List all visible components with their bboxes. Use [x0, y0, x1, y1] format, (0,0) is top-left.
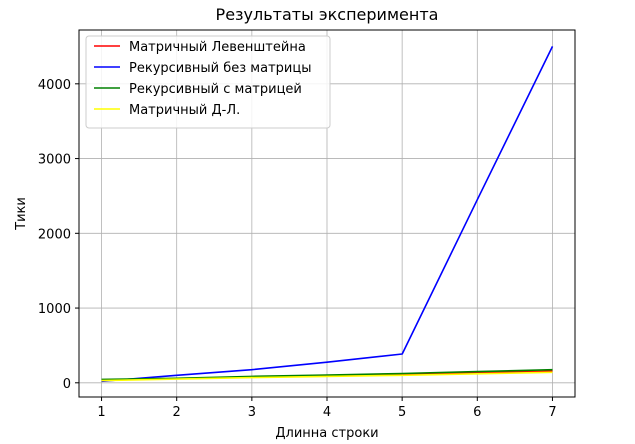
legend: Матричный Левенштейна Рекурсивный без мат…: [85, 35, 331, 129]
legend-box: [85, 35, 331, 129]
x-tick-label: 3: [248, 405, 256, 420]
axis-ticks: 1 2 3 4 5 6 7 0 1000 2000 3000 4000: [38, 78, 557, 420]
y-tick-label: 0: [63, 377, 71, 392]
y-tick-label: 3000: [38, 153, 71, 168]
series-lines: [101, 46, 554, 383]
series-line-2: [101, 46, 554, 383]
y-tick-label: 2000: [38, 227, 71, 242]
y-tick-label: 1000: [38, 302, 71, 317]
series-line-4: [101, 371, 553, 382]
x-tick-label: 1: [97, 405, 105, 420]
x-tick-label: 7: [548, 405, 556, 420]
chart-title: Результаты эксперимента: [216, 5, 439, 24]
y-axis-label: Тики: [14, 197, 29, 231]
x-tick-label: 2: [173, 405, 181, 420]
x-axis-label: Длинна строки: [275, 426, 378, 441]
x-tick-label: 6: [473, 405, 481, 420]
legend-entry: Матричный Левенштейна: [129, 40, 306, 55]
legend-entry: Матричный Д-Л.: [129, 103, 240, 118]
x-tick-label: 5: [398, 405, 406, 420]
x-tick-label: 4: [323, 405, 331, 420]
legend-entry: Рекурсивный без матрицы: [129, 61, 311, 76]
legend-entry: Рекурсивный с матрицей: [129, 82, 302, 97]
y-tick-label: 4000: [38, 78, 71, 93]
